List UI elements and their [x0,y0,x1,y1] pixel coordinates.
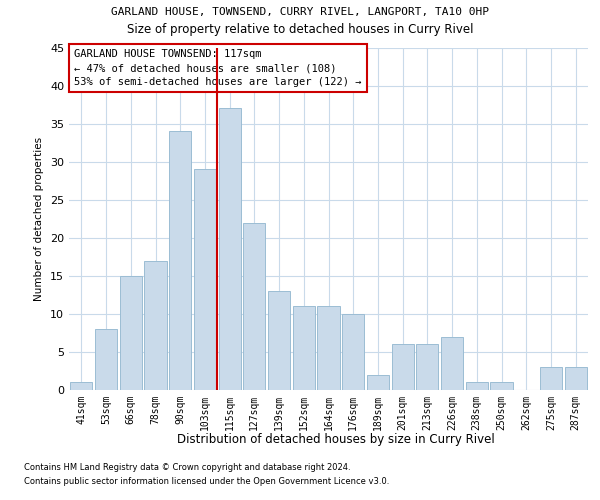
Bar [243,222,265,390]
Bar [317,306,340,390]
Bar [293,306,315,390]
Bar [540,367,562,390]
Bar [367,375,389,390]
Bar [490,382,512,390]
Text: GARLAND HOUSE TOWNSEND: 117sqm
← 47% of detached houses are smaller (108)
53% of: GARLAND HOUSE TOWNSEND: 117sqm ← 47% of … [74,49,362,87]
Bar [466,382,488,390]
Bar [565,367,587,390]
Bar [218,108,241,390]
Bar [392,344,414,390]
Text: GARLAND HOUSE, TOWNSEND, CURRY RIVEL, LANGPORT, TA10 0HP: GARLAND HOUSE, TOWNSEND, CURRY RIVEL, LA… [111,8,489,18]
Bar [145,260,167,390]
Bar [119,276,142,390]
Bar [342,314,364,390]
Text: Size of property relative to detached houses in Curry Rivel: Size of property relative to detached ho… [127,22,473,36]
Y-axis label: Number of detached properties: Number of detached properties [34,136,44,301]
Bar [441,336,463,390]
Text: Distribution of detached houses by size in Curry Rivel: Distribution of detached houses by size … [177,432,495,446]
Text: Contains HM Land Registry data © Crown copyright and database right 2024.: Contains HM Land Registry data © Crown c… [24,464,350,472]
Bar [416,344,439,390]
Bar [70,382,92,390]
Bar [268,291,290,390]
Text: Contains public sector information licensed under the Open Government Licence v3: Contains public sector information licen… [24,477,389,486]
Bar [194,170,216,390]
Bar [169,131,191,390]
Bar [95,329,117,390]
